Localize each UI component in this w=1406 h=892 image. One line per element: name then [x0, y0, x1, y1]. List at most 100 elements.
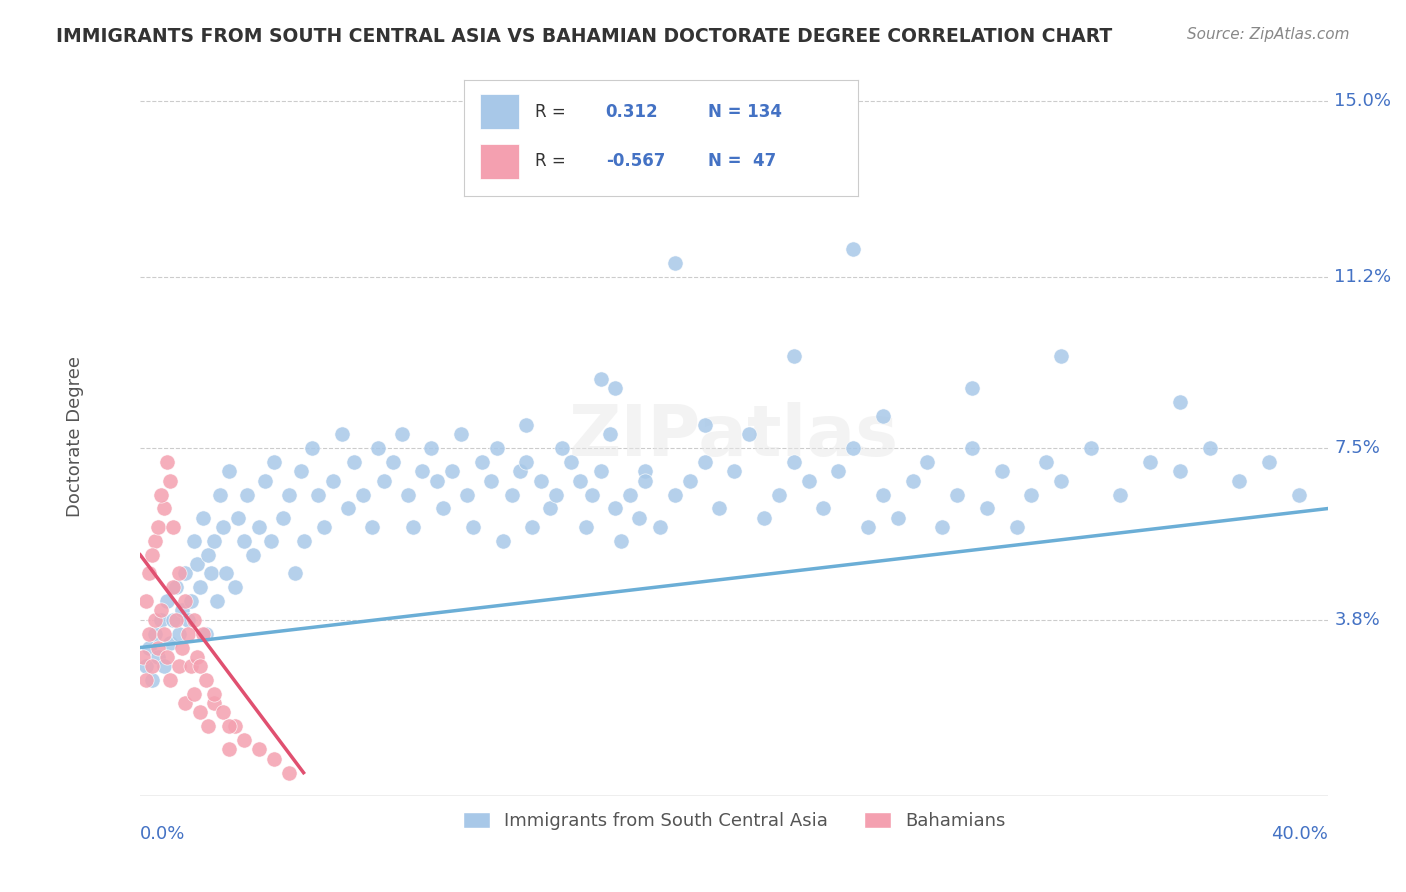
Text: Source: ZipAtlas.com: Source: ZipAtlas.com — [1187, 27, 1350, 42]
Point — [191, 510, 214, 524]
Point — [901, 474, 924, 488]
Point — [224, 580, 246, 594]
Legend: Immigrants from South Central Asia, Bahamians: Immigrants from South Central Asia, Baha… — [456, 805, 1014, 837]
Point — [159, 474, 181, 488]
Point — [360, 520, 382, 534]
Point — [180, 594, 202, 608]
Point — [373, 474, 395, 488]
Point — [194, 673, 217, 687]
Point — [322, 474, 344, 488]
Point — [143, 533, 166, 548]
Point — [619, 487, 641, 501]
Point — [277, 765, 299, 780]
Point — [167, 566, 190, 581]
Point — [197, 719, 219, 733]
Text: IMMIGRANTS FROM SOUTH CENTRAL ASIA VS BAHAMIAN DOCTORATE DEGREE CORRELATION CHAR: IMMIGRANTS FROM SOUTH CENTRAL ASIA VS BA… — [56, 27, 1112, 45]
Point — [522, 520, 544, 534]
Point — [664, 256, 686, 270]
Point — [146, 520, 169, 534]
Point — [479, 474, 502, 488]
Point — [176, 613, 198, 627]
Point — [599, 427, 621, 442]
Point — [530, 474, 553, 488]
Bar — [479, 144, 519, 178]
Point — [188, 659, 211, 673]
Point — [183, 533, 205, 548]
Point — [188, 580, 211, 594]
Point — [471, 455, 494, 469]
Point — [605, 381, 627, 395]
Point — [149, 603, 172, 617]
Point — [141, 673, 163, 687]
Bar — [479, 95, 519, 129]
Point — [589, 464, 612, 478]
Point — [162, 580, 184, 594]
Point — [277, 487, 299, 501]
Point — [263, 455, 285, 469]
Point — [976, 501, 998, 516]
Point — [343, 455, 366, 469]
Point — [215, 566, 238, 581]
Point — [146, 640, 169, 655]
Point — [560, 455, 582, 469]
Point — [143, 626, 166, 640]
Point — [990, 464, 1012, 478]
Point — [946, 487, 969, 501]
Point — [723, 464, 745, 478]
Point — [135, 673, 157, 687]
Point — [170, 640, 193, 655]
Text: N =  47: N = 47 — [709, 153, 776, 170]
Point — [441, 464, 464, 478]
Point — [544, 487, 567, 501]
Point — [194, 626, 217, 640]
Point — [156, 455, 179, 469]
Text: ZIPatlas: ZIPatlas — [569, 402, 900, 471]
Point — [396, 487, 419, 501]
Point — [1198, 442, 1220, 456]
Point — [1050, 474, 1073, 488]
Point — [138, 566, 160, 581]
Point — [247, 742, 270, 756]
Point — [1109, 487, 1132, 501]
Text: 11.2%: 11.2% — [1334, 268, 1392, 285]
Point — [420, 442, 443, 456]
Point — [485, 442, 508, 456]
Point — [218, 742, 240, 756]
Point — [173, 696, 195, 710]
Point — [491, 533, 513, 548]
Point — [260, 533, 283, 548]
Point — [165, 613, 187, 627]
Point — [738, 427, 761, 442]
Point — [186, 557, 208, 571]
Point — [1021, 487, 1043, 501]
Point — [352, 487, 374, 501]
Point — [664, 487, 686, 501]
Point — [224, 719, 246, 733]
Point — [960, 442, 983, 456]
Point — [247, 520, 270, 534]
Point — [797, 474, 820, 488]
Point — [143, 613, 166, 627]
Text: R =: R = — [534, 153, 565, 170]
Text: Doctorate Degree: Doctorate Degree — [66, 356, 84, 517]
Point — [917, 455, 939, 469]
Point — [173, 566, 195, 581]
Point — [156, 649, 179, 664]
Point — [153, 626, 176, 640]
Point — [509, 464, 531, 478]
Point — [218, 464, 240, 478]
Point — [218, 719, 240, 733]
Point — [515, 455, 537, 469]
Point — [162, 613, 184, 627]
Point — [159, 636, 181, 650]
Point — [634, 464, 657, 478]
Point — [176, 626, 198, 640]
Point — [167, 626, 190, 640]
Point — [1168, 395, 1191, 409]
Text: N = 134: N = 134 — [709, 103, 782, 120]
Point — [960, 381, 983, 395]
Point — [135, 659, 157, 673]
Point — [156, 594, 179, 608]
Text: 3.8%: 3.8% — [1334, 611, 1381, 629]
Point — [149, 613, 172, 627]
